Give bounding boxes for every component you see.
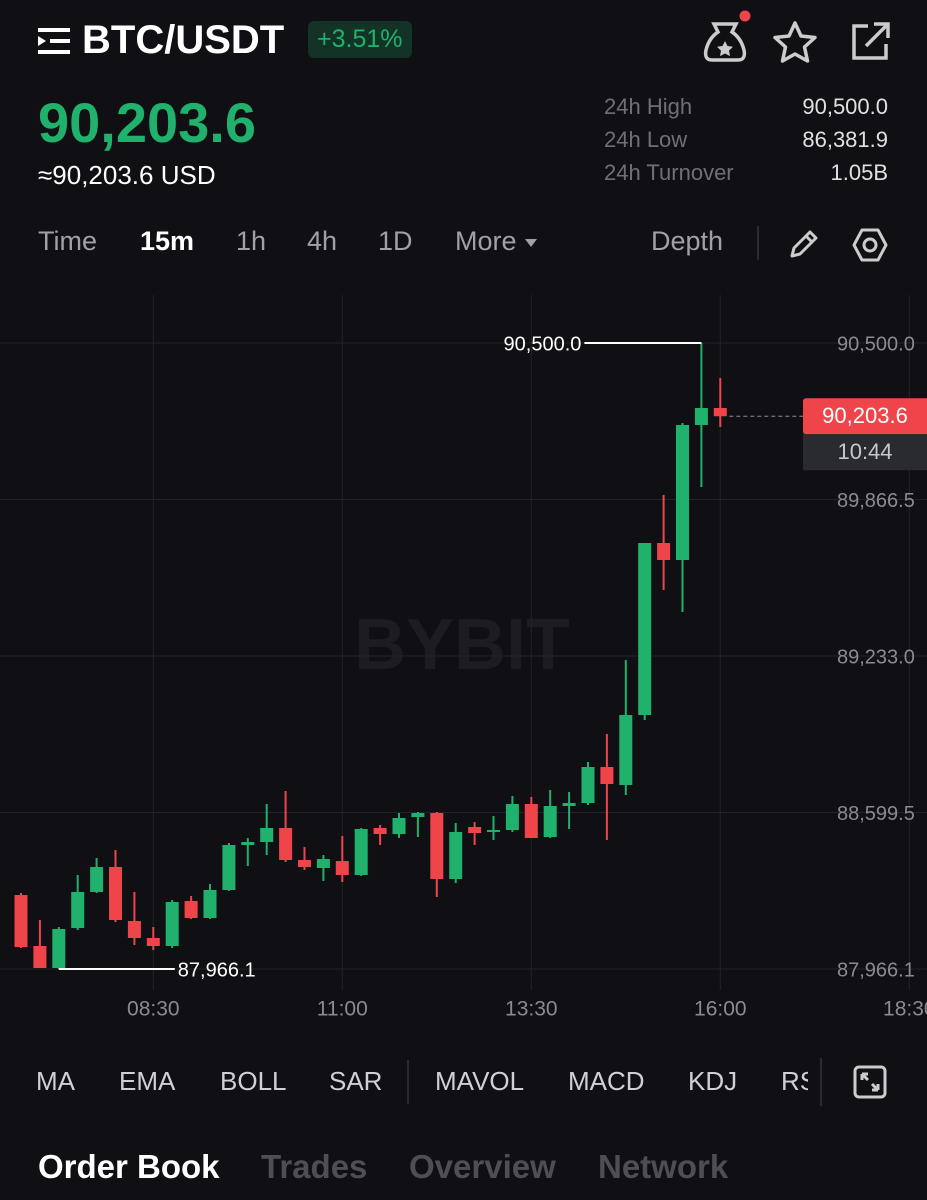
stat-value: 90,500.0 xyxy=(802,94,888,119)
divider xyxy=(407,1060,409,1104)
indicator[interactable]: BOLL xyxy=(220,1066,287,1096)
candle-body xyxy=(335,861,349,875)
settings-icon[interactable] xyxy=(851,226,889,264)
candle-body xyxy=(487,830,500,833)
timeframe[interactable]: 4h xyxy=(307,226,338,256)
tab[interactable]: Order Book xyxy=(38,1148,220,1185)
indicator[interactable]: EMA xyxy=(119,1066,176,1096)
candle-body xyxy=(713,408,727,417)
candle-body xyxy=(600,767,614,785)
candle-body xyxy=(90,866,104,892)
candle-body xyxy=(430,813,444,880)
candle-body xyxy=(373,828,387,835)
draw-icon[interactable] xyxy=(786,226,822,262)
reward-icon[interactable] xyxy=(700,10,756,66)
candle-body xyxy=(127,920,141,938)
candle-body xyxy=(165,902,179,947)
y-tick-label: 89,866.5 xyxy=(837,490,915,512)
indicator[interactable]: MAVOL xyxy=(435,1066,525,1096)
candle-body xyxy=(638,543,652,716)
stat-label: 24h Turnover xyxy=(604,160,734,185)
fullscreen-icon[interactable] xyxy=(853,1065,887,1099)
candle-body xyxy=(71,891,85,929)
last-price-tag xyxy=(803,398,927,435)
low-label: 87,966.1 xyxy=(178,959,256,981)
stat-label: 24h Low xyxy=(604,127,688,152)
candle-body xyxy=(241,842,255,846)
candle-body xyxy=(354,828,368,875)
candle-body xyxy=(14,895,28,948)
indicator[interactable]: KDJ xyxy=(688,1066,738,1096)
tab[interactable]: Trades xyxy=(261,1148,368,1185)
candle-body xyxy=(524,803,538,839)
candle-body xyxy=(562,803,576,806)
x-tick-label: 13:30 xyxy=(505,998,558,1021)
last-price: 90,203.6 xyxy=(38,91,256,154)
candle-body xyxy=(581,767,595,804)
watermark: BYBIT xyxy=(354,605,570,685)
high-label: 90,500.0 xyxy=(504,333,582,355)
candle-body xyxy=(449,832,463,880)
stat-value: 86,381.9 xyxy=(802,127,888,152)
candle-body xyxy=(657,543,671,561)
x-tick-label: 08:30 xyxy=(127,998,180,1021)
divider xyxy=(820,1058,822,1106)
candle-body xyxy=(505,803,519,831)
candle-body xyxy=(260,828,274,843)
y-tick-label: 88,599.5 xyxy=(837,803,915,825)
countdown-label: 10:44 xyxy=(837,439,892,464)
stat-value: 1.05B xyxy=(830,160,889,185)
x-tick-label: 11:00 xyxy=(317,998,368,1021)
change-badge: +3.51% xyxy=(308,21,412,58)
candle-body xyxy=(279,828,293,861)
candle-body xyxy=(411,813,425,818)
candle-body xyxy=(33,946,47,969)
candle-body xyxy=(392,818,406,835)
y-tick-label: 90,500.0 xyxy=(837,333,915,355)
dropdown-arrow xyxy=(525,239,537,247)
candle-body xyxy=(543,805,557,838)
timeframe[interactable]: 1D xyxy=(378,226,413,256)
depth-tab[interactable]: Depth xyxy=(651,226,724,256)
candle-body xyxy=(298,860,311,867)
timeframe[interactable]: 15m xyxy=(140,226,195,256)
x-tick-label: 16:00 xyxy=(694,998,747,1021)
timeframe[interactable]: More xyxy=(455,226,517,256)
candle-body xyxy=(694,408,708,425)
timeframe[interactable]: Time xyxy=(38,226,97,256)
y-tick-label: 87,966.1 xyxy=(837,959,915,981)
usd-price: ≈90,203.6 USD xyxy=(38,160,216,190)
candle-body xyxy=(619,715,633,785)
candle-body xyxy=(222,845,236,890)
candle-body xyxy=(203,889,217,919)
indicator[interactable]: SAR xyxy=(329,1066,383,1096)
tab[interactable]: Overview xyxy=(409,1148,556,1185)
x-tick-label: 18:30 xyxy=(883,998,927,1021)
tab[interactable]: Network xyxy=(598,1148,729,1185)
divider xyxy=(757,226,759,260)
indicator[interactable]: MA xyxy=(36,1066,75,1096)
y-tick-label: 89,233.0 xyxy=(837,646,915,668)
candle-body xyxy=(676,424,689,561)
stat-label: 24h High xyxy=(604,94,693,119)
indicator[interactable]: MACD xyxy=(568,1066,645,1096)
candle-body xyxy=(146,937,160,947)
candle-body xyxy=(52,929,66,969)
last-price-label: 90,203.6 xyxy=(822,403,908,428)
menu-icon[interactable] xyxy=(38,28,72,56)
indicator-bar: MA EMA BOLL SAR MAVOL MACD KDJ RSI xyxy=(0,1060,808,1106)
candle-body xyxy=(184,901,198,919)
share-icon[interactable] xyxy=(848,20,892,64)
symbol[interactable]: BTC/USDT xyxy=(82,18,285,62)
candle-body xyxy=(468,826,482,833)
countdown-tag xyxy=(803,434,927,471)
candle-body xyxy=(109,866,122,921)
favorite-icon[interactable] xyxy=(772,20,818,64)
candle-body xyxy=(316,859,330,869)
timeframe[interactable]: 1h xyxy=(236,226,267,256)
indicator[interactable]: RSI xyxy=(781,1066,808,1096)
